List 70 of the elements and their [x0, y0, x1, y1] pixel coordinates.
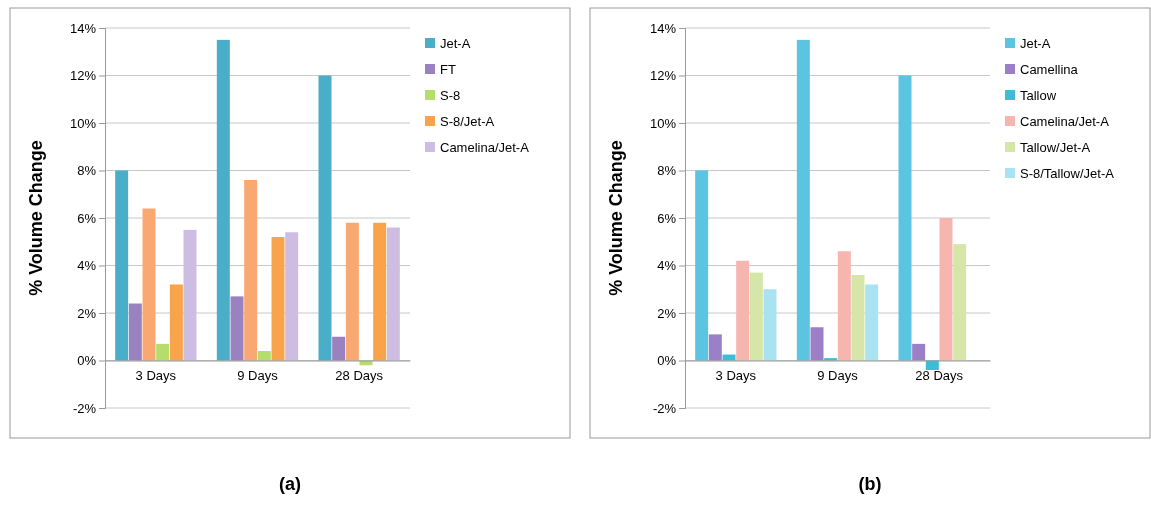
bar [695, 170, 709, 361]
bar [244, 180, 258, 361]
bar [898, 75, 912, 361]
x-tick-label: 28 Days [335, 367, 384, 383]
y-tick-label: 0% [657, 353, 677, 369]
x-tick-label: 9 Days [237, 367, 279, 383]
legend-label: S-8/Tallow/Jet-A [1020, 166, 1115, 181]
y-tick-label: 10% [69, 115, 97, 131]
x-tick-label: 3 Days [135, 367, 177, 383]
y-axis-title: % Volume Change [26, 140, 46, 296]
legend-label: Tallow/Jet-A [1020, 140, 1091, 155]
bar [183, 229, 197, 361]
y-tick-label: 4% [77, 258, 97, 274]
legend-label: S-8/Jet-A [440, 114, 495, 129]
bar [285, 232, 299, 361]
y-tick-label: 10% [649, 115, 677, 131]
legend-label: Camelina/Jet-A [1020, 114, 1110, 129]
bar [912, 343, 926, 361]
bar [796, 39, 810, 361]
bar [763, 289, 777, 361]
y-tick-label: 6% [77, 210, 97, 226]
bar [332, 336, 346, 361]
bar [230, 296, 244, 361]
text: (a) [279, 474, 301, 494]
bar [271, 237, 285, 361]
y-tick-label: 0% [77, 353, 97, 369]
y-axis-title: % Volume Change [606, 140, 626, 296]
bar [318, 75, 332, 361]
y-tick-label: 2% [657, 305, 677, 321]
bar [386, 227, 400, 361]
bar [142, 208, 156, 361]
y-tick-label: 12% [69, 68, 97, 84]
y-tick-label: 2% [77, 305, 97, 321]
legend-label: Jet-A [440, 36, 471, 51]
bar [708, 334, 722, 361]
y-tick-label: 4% [657, 258, 677, 274]
text: (b) [858, 474, 882, 494]
x-tick-label: 9 Days [817, 367, 859, 383]
y-tick-label: 12% [649, 68, 677, 84]
bar [156, 343, 170, 361]
bar [257, 351, 271, 361]
legend-label: S-8 [440, 88, 461, 103]
legend-label: Tallow [1020, 88, 1057, 103]
y-tick-label: -2% [72, 400, 97, 416]
bar [837, 251, 851, 361]
bar [736, 260, 750, 361]
legend-label: FT [440, 62, 456, 77]
bar [810, 327, 824, 361]
bar [169, 284, 183, 361]
legend-label: Jet-A [1020, 36, 1051, 51]
bar [749, 272, 763, 361]
y-tick-label: 8% [657, 163, 677, 179]
x-tick-label: 28 Days [915, 367, 964, 383]
x-tick-label: 3 Days [715, 367, 757, 383]
y-tick-label: -2% [652, 400, 677, 416]
bar [953, 244, 967, 361]
bar [851, 275, 865, 361]
bar [345, 222, 359, 361]
y-tick-label: 6% [657, 210, 677, 226]
y-tick-label: 14% [649, 20, 677, 36]
bar [216, 39, 230, 361]
y-tick-label: 14% [69, 20, 97, 36]
bar [128, 303, 142, 361]
legend-label: Camelina/Jet-A [440, 140, 530, 155]
bar [373, 222, 387, 361]
y-tick-label: 8% [77, 163, 97, 179]
bar [865, 284, 879, 361]
bar [115, 170, 129, 361]
bar [939, 218, 953, 361]
legend-label: Camellina [1020, 62, 1079, 77]
